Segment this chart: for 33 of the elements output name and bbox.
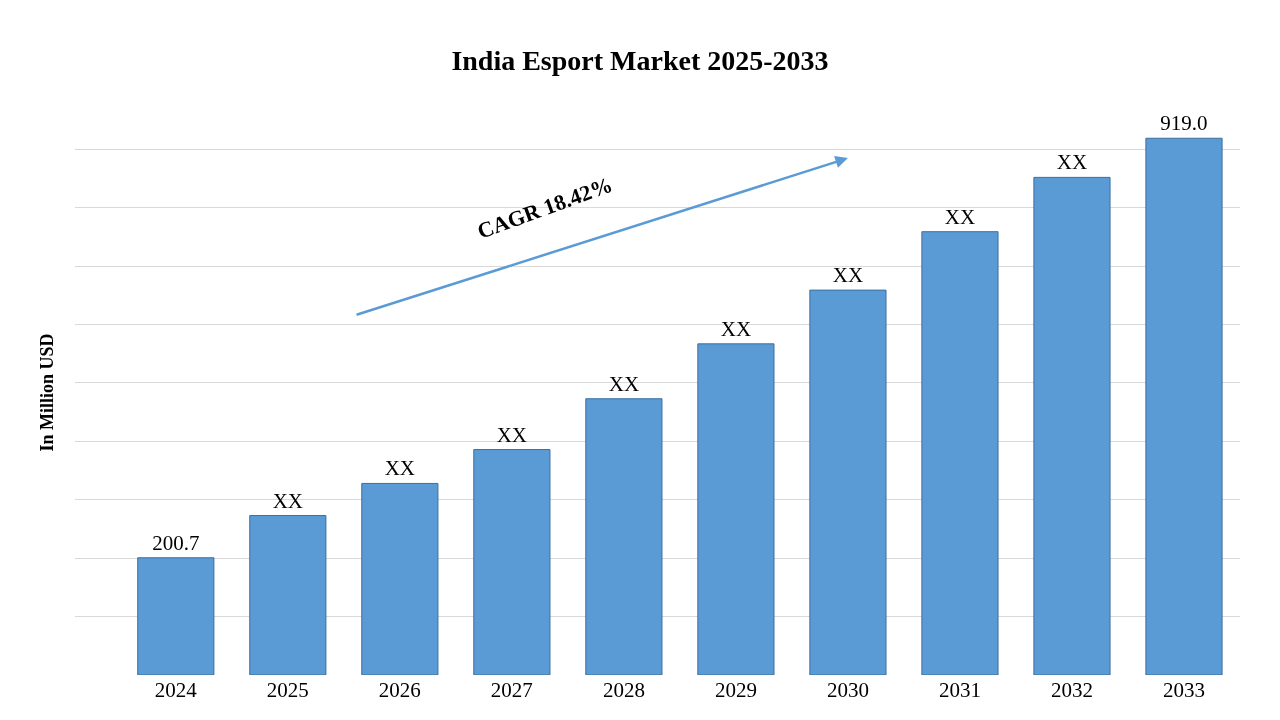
x-tick-label: 2024 <box>154 678 198 702</box>
data-label: XX <box>608 371 640 396</box>
x-tick-label: 2033 <box>1162 678 1205 702</box>
x-tick-label: 2027 <box>490 678 533 702</box>
bar <box>137 557 215 675</box>
data-label: XX <box>832 263 864 288</box>
annotation: CAGR 18.42% <box>473 171 616 244</box>
data-label: XX <box>496 422 528 447</box>
x-tick-label: 2029 <box>714 678 757 702</box>
bar <box>1145 137 1223 675</box>
data-label: XX <box>720 316 752 341</box>
data-label: XX <box>944 204 976 229</box>
x-tick-label: 2025 <box>266 678 309 702</box>
data-label: XX <box>1056 150 1088 175</box>
bar <box>1033 176 1111 675</box>
bar <box>585 398 663 675</box>
data-label: XX <box>272 488 304 513</box>
bar <box>809 289 887 675</box>
data-label: 200.7 <box>152 530 200 555</box>
y-axis-title: In Million USD <box>37 333 58 452</box>
x-tick-label: 2028 <box>602 678 645 702</box>
bar <box>249 515 327 675</box>
x-tick-label: 2030 <box>826 678 869 702</box>
chart-title: India Esport Market 2025-2033 <box>451 45 829 76</box>
data-label: XX <box>384 456 416 481</box>
bar <box>697 343 775 675</box>
x-tick-label: 2026 <box>378 678 421 702</box>
bar <box>921 231 999 675</box>
x-tick-label: 2031 <box>938 678 981 702</box>
x-tick-label: 2032 <box>1050 678 1093 702</box>
data-label: 919.0 <box>1160 111 1208 136</box>
bar <box>361 482 439 675</box>
bar <box>473 449 551 675</box>
